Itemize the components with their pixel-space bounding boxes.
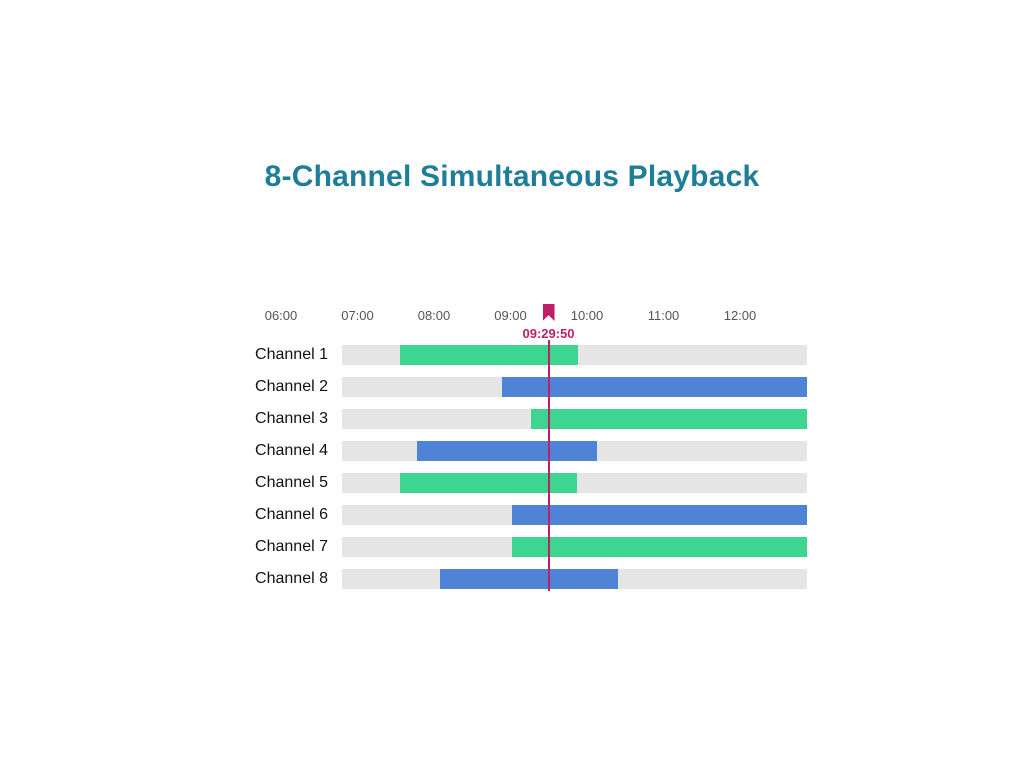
playback-bar[interactable] xyxy=(399,473,577,493)
playback-bar[interactable] xyxy=(511,537,807,557)
axis-tick-label: 06:00 xyxy=(264,308,298,323)
playback-bar[interactable] xyxy=(417,441,598,461)
playback-bar[interactable] xyxy=(399,345,579,365)
playback-bar[interactable] xyxy=(511,505,807,525)
channel-label: Channel 4 xyxy=(255,442,328,459)
channel-label: Channel 2 xyxy=(255,378,328,395)
channel-label: Channel 6 xyxy=(255,506,328,523)
axis-tick-label: 09:00 xyxy=(494,308,527,323)
channel-label: Channel 5 xyxy=(255,474,328,491)
channel-label: Channel 7 xyxy=(255,538,328,555)
axis-tick-label: 10:00 xyxy=(570,308,604,323)
page-title: 8-Channel Simultaneous Playback xyxy=(264,160,760,193)
axis-tick-label: 08:00 xyxy=(417,308,451,323)
channel-label: Channel 3 xyxy=(255,410,328,427)
playback-bar[interactable] xyxy=(530,409,807,429)
playback-bar[interactable] xyxy=(501,377,807,397)
axis-tick-label: 07:00 xyxy=(341,308,374,323)
axis-tick-label: 12:00 xyxy=(723,308,757,323)
playhead-time-label: 09:29:50 xyxy=(522,326,575,341)
playhead-pin-icon[interactable] xyxy=(542,304,555,321)
channel-label: Channel 8 xyxy=(255,570,328,587)
channel-label: Channel 1 xyxy=(255,346,328,363)
playback-bar[interactable] xyxy=(440,569,618,589)
axis-tick-label: 11:00 xyxy=(647,308,680,323)
playhead-line xyxy=(547,340,550,591)
